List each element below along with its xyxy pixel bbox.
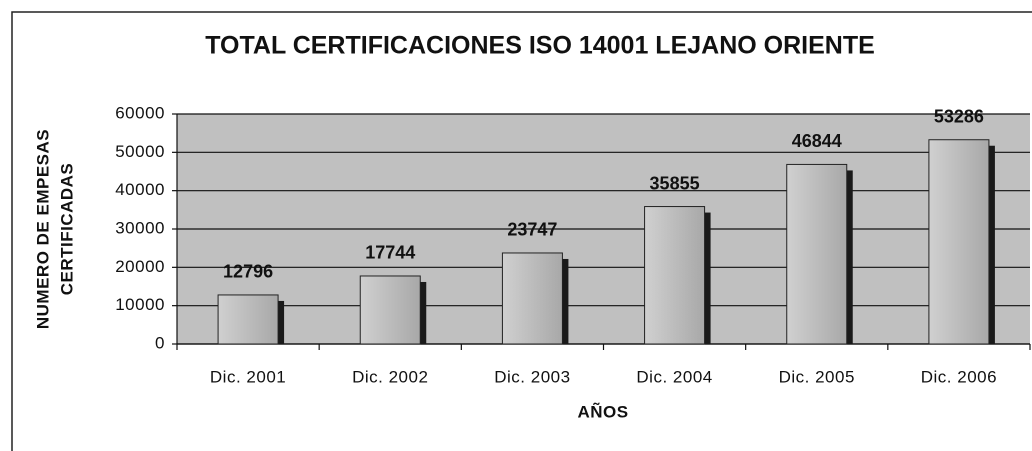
x-tick-label: Dic. 2005 [779, 367, 855, 386]
data-label: 46844 [792, 131, 842, 151]
y-axis-label: CERTIFICADAS [57, 163, 76, 296]
x-tick-label: Dic. 2004 [636, 367, 712, 386]
x-axis-label: AÑOS [577, 401, 628, 421]
bar-shadow [278, 300, 285, 344]
x-tick-label: Dic. 2002 [352, 367, 428, 386]
y-tick-label: 20000 [115, 257, 165, 276]
y-tick-label: 10000 [115, 295, 165, 314]
x-tick-label: Dic. 2003 [494, 367, 570, 386]
bar-shadow [846, 170, 853, 344]
y-tick-label: 40000 [115, 180, 165, 199]
data-label: 23747 [507, 220, 557, 240]
bar [644, 206, 706, 345]
y-tick-label: 50000 [115, 142, 165, 161]
y-axis-label: NUMERO DE EMPESAS [33, 129, 52, 329]
data-label: 17744 [365, 243, 415, 263]
data-label: 35855 [650, 173, 700, 193]
bar [501, 252, 563, 345]
bar-shadow [420, 281, 427, 344]
bar [928, 139, 990, 345]
bar [217, 294, 279, 345]
bar-shadow [988, 145, 995, 344]
x-tick-label: Dic. 2006 [921, 367, 997, 386]
data-label: 53286 [934, 106, 984, 126]
bar [786, 163, 848, 345]
y-tick-label: 60000 [115, 103, 165, 122]
y-tick-label: 30000 [115, 218, 165, 237]
bar [359, 275, 421, 345]
chart-title: TOTAL CERTIFICACIONES ISO 14001 LEJANO O… [205, 32, 875, 60]
x-tick-label: Dic. 2001 [210, 367, 286, 386]
bar-shadow [562, 258, 569, 344]
y-tick-label: 0 [155, 333, 165, 352]
bar-shadow [704, 212, 711, 344]
data-label: 12796 [223, 262, 273, 282]
